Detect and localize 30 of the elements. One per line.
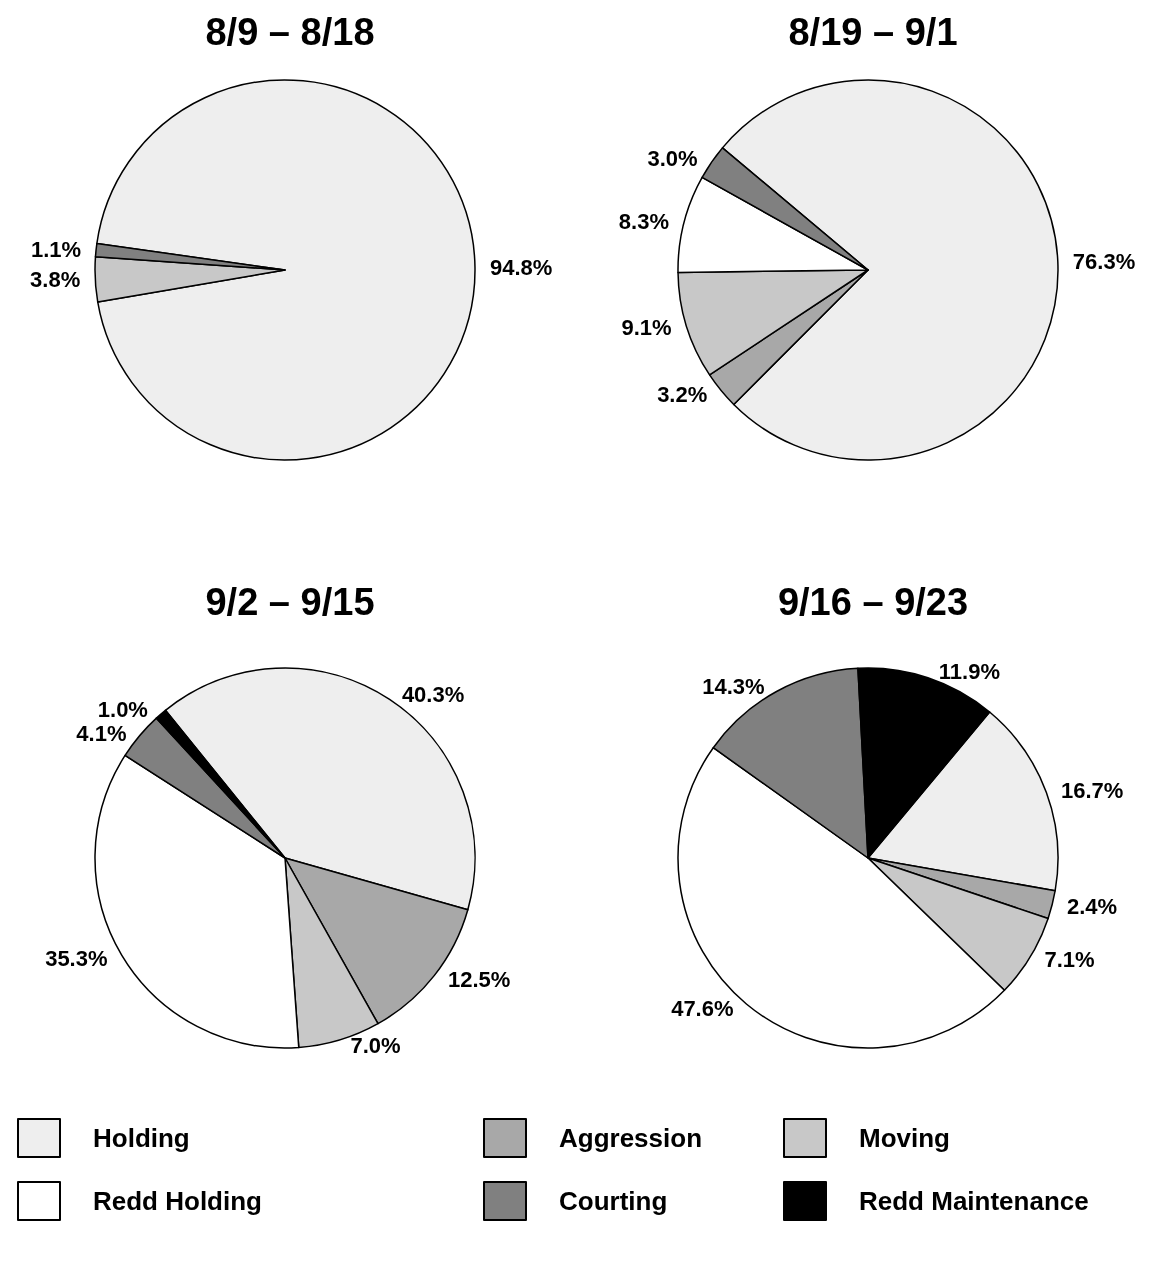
legend-label: Redd Holding [93, 1186, 262, 1216]
data-label: 76.3% [1072, 248, 1136, 274]
chart-title: 9/2 – 9/15 [205, 581, 375, 623]
chart-title: 8/9 – 8/18 [205, 11, 375, 53]
data-label: 3.8% [30, 267, 81, 293]
chart-title: 9/16 – 9/23 [777, 581, 969, 623]
data-label: 47.6% [671, 996, 734, 1022]
data-label: 8.3% [618, 209, 670, 235]
chart-title: 8/19 – 9/1 [788, 11, 958, 53]
legend-label: Redd Maintenance [859, 1186, 1089, 1216]
data-label: 14.3% [702, 673, 765, 699]
data-label: 2.4% [1066, 893, 1118, 919]
data-label: 1.1% [30, 236, 82, 262]
data-label: 1.0% [97, 697, 148, 723]
data-label: 3.2% [657, 381, 708, 407]
legend-label: Holding [93, 1123, 190, 1153]
legend-label: Moving [859, 1123, 950, 1153]
data-label: 3.0% [647, 146, 698, 172]
data-label: 7.1% [1044, 947, 1095, 973]
data-label: 7.0% [350, 1033, 401, 1059]
data-label: 40.3% [401, 681, 465, 707]
data-label: 94.8% [489, 254, 553, 280]
data-label: 9.1% [621, 315, 672, 341]
data-label: 11.9% [938, 659, 1000, 685]
legend-label: Courting [559, 1186, 668, 1216]
data-label: 12.5% [447, 966, 511, 992]
data-label: 35.3% [45, 945, 108, 971]
legend-label: Aggression [559, 1123, 703, 1153]
data-label: 16.7% [1061, 778, 1124, 804]
data-label: 4.1% [76, 721, 127, 747]
